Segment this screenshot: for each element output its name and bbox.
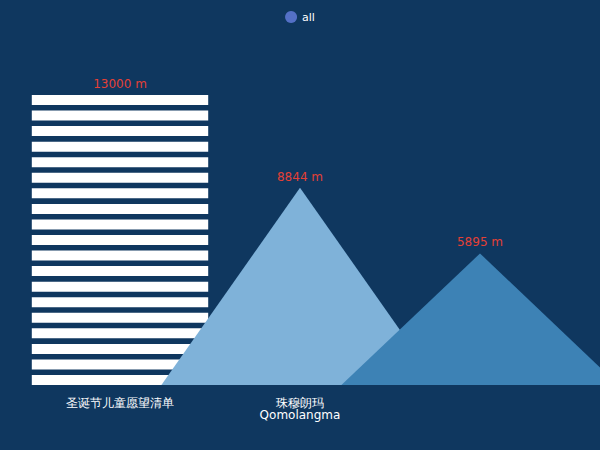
- svg-text:圣诞节儿童愿望清单: 圣诞节儿童愿望清单: [66, 396, 174, 410]
- svg-text:8844 m: 8844 m: [277, 170, 323, 184]
- svg-text:Qomolangma: Qomolangma: [260, 408, 341, 422]
- svg-text:13000 m: 13000 m: [93, 77, 147, 91]
- svg-text:珠穆朗玛: 珠穆朗玛: [276, 396, 324, 410]
- svg-text:5895 m: 5895 m: [457, 235, 503, 249]
- svg-text:all: all: [302, 11, 315, 24]
